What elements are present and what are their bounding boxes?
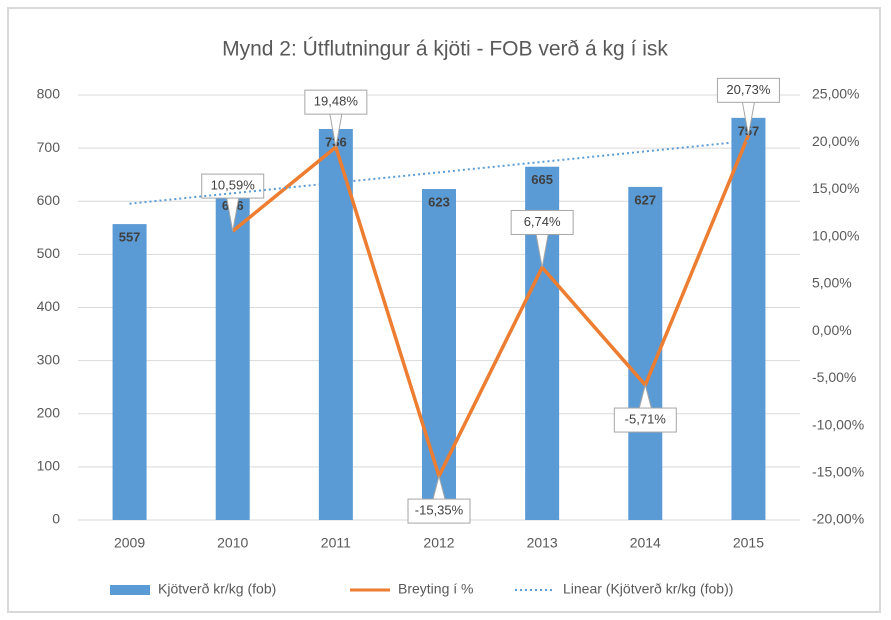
- y2-tick-label: 25,00%: [812, 86, 859, 102]
- y-tick-label: 500: [37, 245, 61, 261]
- callout-box: [716, 77, 780, 103]
- callout-pointer: [329, 114, 343, 148]
- x-tick-label: 2009: [114, 535, 145, 551]
- line-value-label: 20,73%: [726, 82, 771, 97]
- y2-tick-label: 0,00%: [812, 322, 852, 338]
- bar: [422, 189, 456, 520]
- bar-value-label: 665: [531, 172, 553, 187]
- legend-swatch: [110, 585, 150, 595]
- y2-tick-label: -15,00%: [812, 463, 864, 479]
- callout-box: [510, 209, 574, 235]
- callout-box: [407, 498, 471, 524]
- bar: [731, 117, 766, 520]
- callout-box: [613, 407, 677, 433]
- line-value-label: -5,71%: [625, 411, 667, 426]
- x-tick-label: 2015: [733, 535, 764, 551]
- callout-pointer: [638, 383, 652, 409]
- line-value-label: -15,35%: [415, 503, 464, 518]
- y-tick-label: 100: [37, 458, 61, 474]
- y2-tick-label: 20,00%: [812, 133, 859, 149]
- y2-tick-label: 15,00%: [812, 180, 859, 196]
- trend-line: [129, 139, 749, 205]
- y-tick-label: 300: [37, 351, 61, 367]
- line: [231, 134, 751, 478]
- y2-tick-label: -10,00%: [812, 416, 864, 432]
- x-tick-label: 2011: [321, 535, 351, 551]
- y2-tick-label: 5,00%: [812, 275, 852, 291]
- x-tick-label: 2014: [630, 535, 661, 551]
- x-tick-label: 2013: [527, 535, 558, 551]
- bar-value-label: 557: [119, 230, 141, 245]
- bar: [215, 192, 250, 520]
- y-tick-label: 0: [52, 511, 60, 527]
- chart-title: Mynd 2: Útflutningur á kjöti - FOB verð …: [222, 38, 668, 61]
- line-value-label: 10,59%: [211, 178, 256, 193]
- legend-label: Kjötverð kr/kg (fob): [158, 581, 276, 597]
- callout-box: [304, 89, 368, 115]
- bar: [112, 224, 147, 520]
- legend-label: Linear (Kjötverð kr/kg (fob)): [563, 581, 733, 597]
- callout-box: [201, 173, 265, 199]
- y2-tick-label: -5,00%: [812, 369, 856, 385]
- y2-tick-label: 10,00%: [812, 227, 859, 243]
- bar-value-label: 623: [428, 194, 450, 209]
- line-value-label: 19,48%: [314, 94, 359, 109]
- y-tick-label: 400: [37, 298, 61, 314]
- x-tick-label: 2010: [217, 535, 248, 551]
- line-value-label: 6,74%: [524, 214, 561, 229]
- callout-pointer: [741, 102, 755, 136]
- bar: [318, 129, 353, 520]
- y-tick-label: 700: [37, 139, 61, 155]
- bar-value-label: 627: [634, 192, 656, 207]
- y2-tick-label: -20,00%: [812, 511, 864, 527]
- callout-pointer: [535, 234, 549, 268]
- y-tick-label: 800: [37, 86, 61, 102]
- legend-label: Breyting í %: [398, 581, 473, 597]
- x-tick-label: 2012: [423, 535, 454, 551]
- callout-pointer: [226, 198, 240, 232]
- callout-pointer: [432, 474, 446, 500]
- y-tick-label: 200: [37, 404, 61, 420]
- y-tick-label: 600: [37, 192, 61, 208]
